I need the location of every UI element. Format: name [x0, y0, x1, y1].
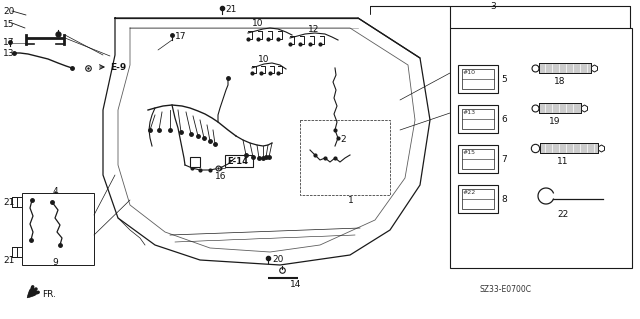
Text: 13: 13	[3, 49, 15, 58]
Text: #10: #10	[463, 70, 476, 75]
Text: 17: 17	[3, 38, 15, 47]
Text: 21: 21	[3, 198, 14, 207]
Bar	[540, 143, 598, 153]
Bar	[540, 143, 598, 153]
Bar	[12, 197, 22, 207]
Text: 10: 10	[252, 19, 264, 28]
Text: 18: 18	[554, 77, 566, 86]
Text: 12: 12	[308, 25, 319, 34]
Text: #15: #15	[463, 150, 476, 155]
Bar	[458, 65, 498, 93]
Bar	[462, 149, 494, 169]
Bar	[462, 109, 494, 129]
Text: E-14: E-14	[227, 157, 248, 166]
Text: 9: 9	[52, 258, 58, 267]
Text: 14: 14	[290, 280, 301, 289]
Bar	[539, 63, 591, 73]
Text: 8: 8	[501, 195, 507, 204]
Text: 16: 16	[215, 172, 227, 181]
Text: 15: 15	[3, 20, 15, 29]
Bar	[458, 145, 498, 173]
Bar	[458, 185, 498, 213]
Text: FR.: FR.	[42, 290, 56, 299]
Text: 5: 5	[501, 75, 507, 84]
Text: SZ33-E0700C: SZ33-E0700C	[480, 285, 532, 294]
Text: 3: 3	[490, 2, 496, 11]
Text: 2: 2	[340, 135, 346, 144]
Bar	[539, 103, 581, 113]
Bar	[462, 69, 494, 89]
Text: 6: 6	[501, 115, 507, 123]
Bar	[225, 155, 253, 167]
Bar	[462, 189, 494, 209]
Text: 1: 1	[348, 196, 354, 205]
Text: 7: 7	[501, 154, 507, 164]
Bar	[450, 28, 632, 268]
Bar	[539, 103, 581, 113]
Text: 21: 21	[3, 256, 14, 265]
Text: 22: 22	[557, 210, 568, 219]
Text: 17: 17	[175, 32, 186, 41]
Text: 11: 11	[557, 157, 569, 166]
Text: 20: 20	[272, 255, 284, 264]
Text: #22: #22	[463, 190, 476, 195]
Text: E-9: E-9	[110, 63, 126, 72]
Text: 21: 21	[225, 5, 236, 14]
Text: 4: 4	[52, 187, 58, 196]
Text: 10: 10	[258, 55, 269, 64]
Text: 19: 19	[549, 117, 561, 126]
Bar	[22, 193, 94, 265]
Text: #13: #13	[463, 110, 476, 115]
Bar	[300, 120, 390, 195]
Bar	[458, 105, 498, 133]
Text: 20: 20	[3, 7, 14, 16]
Bar	[539, 63, 591, 73]
Bar	[12, 247, 22, 257]
